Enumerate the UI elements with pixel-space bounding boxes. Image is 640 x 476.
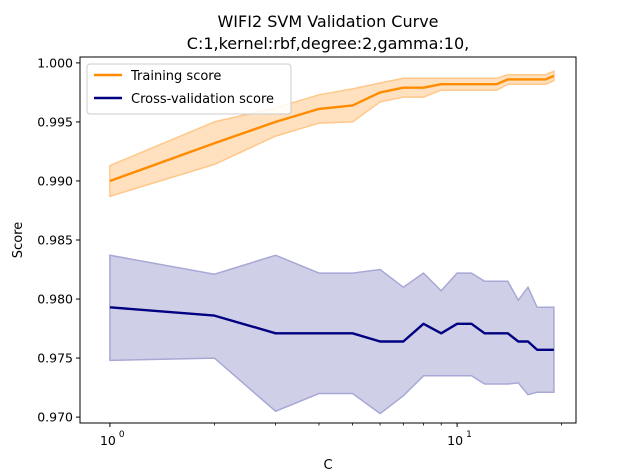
training-score-line [109, 74, 555, 183]
training-score-band [109, 70, 555, 198]
y-tick-label: 1.000 [37, 55, 73, 70]
chart-title-line2: C:1,kernel:rbf,degree:2,gamma:10, [187, 34, 469, 53]
y-tick-label: 0.990 [37, 173, 73, 188]
x-tick-label: 10 [447, 433, 463, 448]
y-tick-label: 0.995 [37, 114, 73, 129]
y-tick-label: 0.985 [37, 233, 73, 248]
x-axis-label: C [323, 458, 332, 473]
y-tick-label: 0.980 [37, 292, 73, 307]
x-tick-label: 10 [100, 433, 116, 448]
legend-label-training: Training score [130, 69, 221, 84]
cross-validation-score-line [109, 306, 554, 351]
x-tick-exponent: 1 [466, 430, 472, 440]
legend-label-cross-validation: Cross-validation score [131, 92, 274, 107]
chart-title-line1: WIFI2 SVM Validation Curve [217, 12, 438, 31]
legend: Training score Cross-validation score [86, 63, 292, 115]
x-tick-exponent: 0 [119, 430, 125, 440]
legend-box [86, 63, 292, 115]
y-axis-label: Score [11, 222, 26, 258]
y-tick-label: 0.975 [37, 351, 73, 366]
y-tick-label: 0.970 [37, 410, 73, 425]
